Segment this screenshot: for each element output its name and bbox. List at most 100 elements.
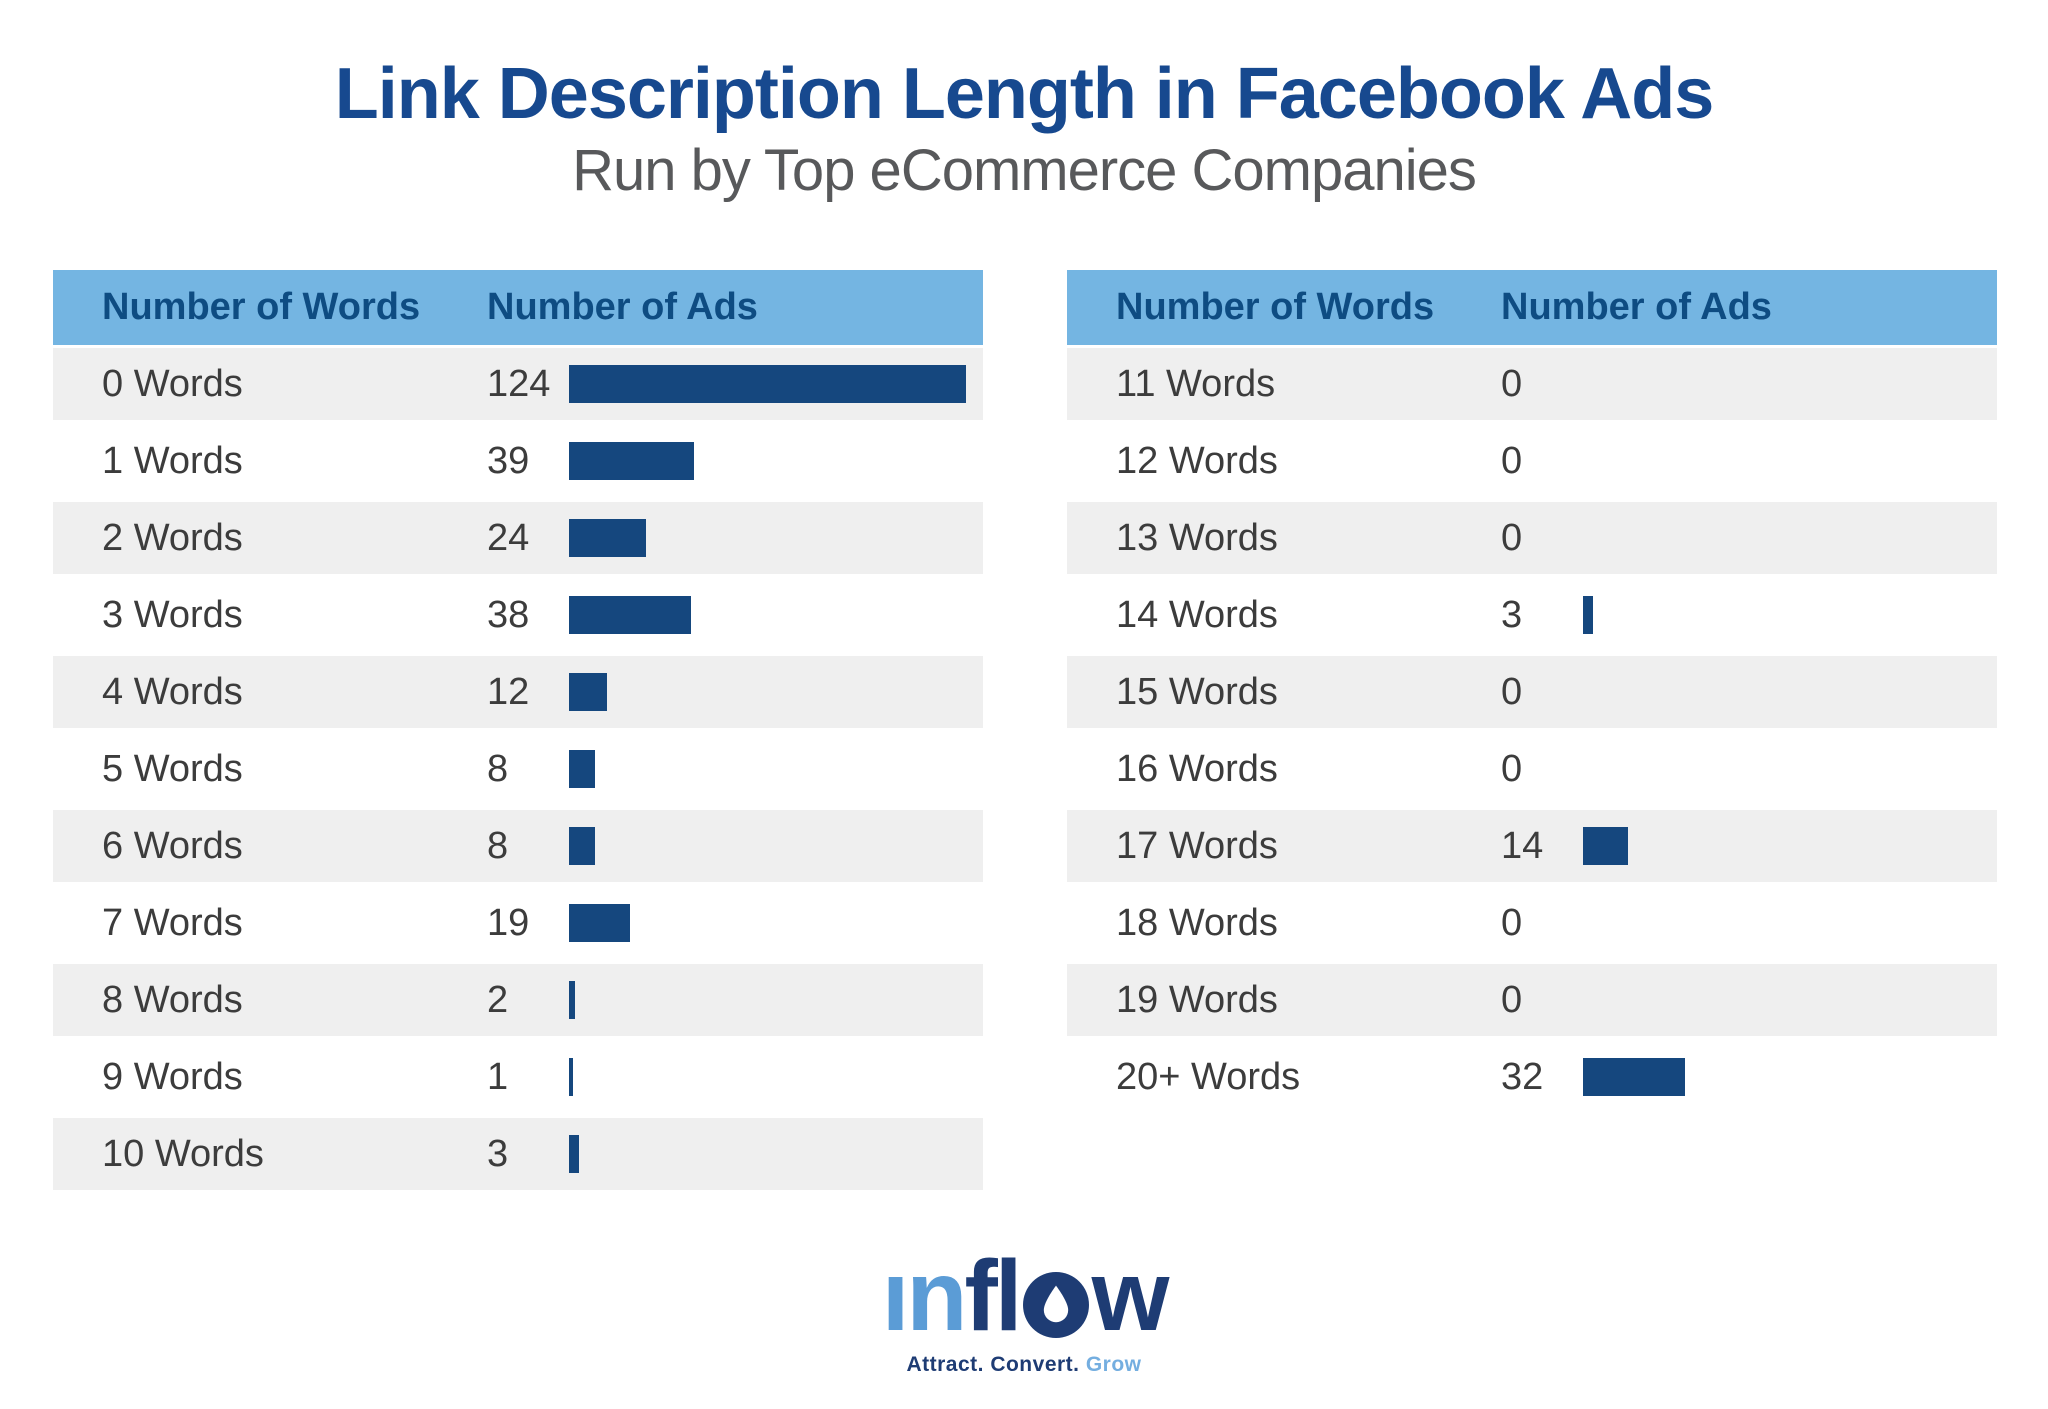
table-row: 2 Words 24 — [53, 502, 983, 574]
bar-cell — [569, 733, 983, 805]
logo-text-w: w — [1091, 1240, 1170, 1352]
ad-count-bar — [569, 1135, 579, 1173]
words-table-left: Number of Words Number of Ads 0 Words 124… — [53, 270, 983, 1195]
ad-count-value: 1 — [487, 1055, 509, 1098]
table-row: 10 Words 3 — [53, 1118, 983, 1190]
bar-cell — [1583, 502, 1997, 574]
column-header-ads: Number of Ads — [1501, 286, 1772, 328]
table-row: 20+ Words 32 — [1067, 1041, 1997, 1113]
table-header: Number of Words Number of Ads — [1067, 270, 1997, 345]
ad-count-bar — [569, 673, 607, 711]
ad-count-bar — [569, 904, 630, 942]
ad-count-bar — [1583, 596, 1593, 634]
bar-cell — [569, 502, 983, 574]
tagline-grow: Grow — [1085, 1353, 1142, 1376]
table-row: 19 Words 0 — [1067, 964, 1997, 1036]
bar-cell — [569, 348, 983, 420]
page-title: Link Description Length in Facebook Ads — [334, 54, 1714, 134]
ad-count-value: 3 — [487, 1132, 509, 1175]
ad-count-bar — [569, 596, 691, 634]
bar-cell — [1583, 1041, 1997, 1113]
table-row: 9 Words 1 — [53, 1041, 983, 1113]
bar-cell — [1583, 964, 1997, 1036]
ad-count-value: 12 — [487, 670, 530, 713]
table-row: 1 Words 39 — [53, 425, 983, 497]
word-count-label: 12 Words — [1116, 439, 1278, 482]
table-row: 0 Words 124 — [53, 348, 983, 420]
word-count-label: 17 Words — [1116, 824, 1278, 867]
logo-tagline: Attract. Convert. Grow — [0, 1354, 2048, 1375]
table-row: 15 Words 0 — [1067, 656, 1997, 728]
word-count-label: 18 Words — [1116, 901, 1278, 944]
ad-count-value: 0 — [1501, 516, 1523, 559]
ad-count-bar — [569, 750, 595, 788]
word-count-label: 0 Words — [102, 362, 243, 405]
word-count-label: 2 Words — [102, 516, 243, 559]
tagline-attract-convert: Attract. Convert. — [906, 1353, 1080, 1376]
logo-text-in: ın — [881, 1240, 968, 1352]
ad-count-value: 32 — [1501, 1055, 1544, 1098]
word-count-label: 9 Words — [102, 1055, 243, 1098]
bar-cell — [569, 810, 983, 882]
inflow-logo: ınfl w Attract. Convert. Grow — [0, 1246, 2048, 1375]
column-header-words: Number of Words — [102, 286, 421, 328]
ad-count-value: 19 — [487, 901, 530, 944]
ad-count-value: 3 — [1501, 593, 1523, 636]
word-count-label: 1 Words — [102, 439, 243, 482]
bar-cell — [569, 1118, 983, 1190]
ad-count-value: 0 — [1501, 978, 1523, 1021]
table-row: 14 Words 3 — [1067, 579, 1997, 651]
table-row: 6 Words 8 — [53, 810, 983, 882]
table-row: 11 Words 0 — [1067, 348, 1997, 420]
word-count-label: 4 Words — [102, 670, 243, 713]
table-rows: 11 Words 0 12 Words 0 13 Words 0 14 Words 3 15 W… — [1067, 348, 1997, 1113]
bar-cell — [569, 425, 983, 497]
ad-count-bar — [569, 519, 646, 557]
word-count-label: 11 Words — [1116, 362, 1276, 405]
bar-cell — [569, 579, 983, 651]
ad-count-value: 8 — [487, 747, 509, 790]
ad-count-bar — [569, 981, 575, 1019]
table-row: 4 Words 12 — [53, 656, 983, 728]
words-table-right: Number of Words Number of Ads 11 Words 0 1… — [1067, 270, 1997, 1195]
word-count-label: 10 Words — [102, 1132, 264, 1175]
ad-count-value: 0 — [1501, 901, 1523, 944]
tables-container: Number of Words Number of Ads 0 Words 124… — [53, 270, 1997, 1195]
table-row: 5 Words 8 — [53, 733, 983, 805]
table-row: 18 Words 0 — [1067, 887, 1997, 959]
ad-count-value: 0 — [1501, 439, 1523, 482]
ad-count-value: 0 — [1501, 362, 1523, 405]
word-count-label: 7 Words — [102, 901, 243, 944]
word-count-label: 16 Words — [1116, 747, 1278, 790]
ad-count-bar — [569, 827, 595, 865]
column-header-ads: Number of Ads — [487, 286, 758, 328]
table-row: 3 Words 38 — [53, 579, 983, 651]
table-row: 17 Words 14 — [1067, 810, 1997, 882]
logo-text-fl: fl — [964, 1240, 1022, 1352]
water-drop-icon — [1022, 1272, 1089, 1338]
table-row: 13 Words 0 — [1067, 502, 1997, 574]
bar-cell — [1583, 656, 1997, 728]
word-count-label: 3 Words — [102, 593, 243, 636]
bar-cell — [1583, 348, 1997, 420]
ad-count-value: 0 — [1501, 747, 1523, 790]
word-count-label: 15 Words — [1116, 670, 1278, 713]
word-count-label: 6 Words — [102, 824, 243, 867]
bar-cell — [569, 656, 983, 728]
ad-count-bar — [569, 365, 966, 403]
table-row: 8 Words 2 — [53, 964, 983, 1036]
ad-count-value: 124 — [487, 362, 551, 405]
ad-count-value: 14 — [1501, 824, 1544, 867]
page-subtitle: Run by Top eCommerce Companies — [572, 138, 1477, 203]
bar-cell — [1583, 887, 1997, 959]
word-count-label: 14 Words — [1116, 593, 1278, 636]
ad-count-bar — [1583, 827, 1628, 865]
word-count-label: 20+ Words — [1116, 1055, 1301, 1098]
ad-count-bar — [569, 1058, 573, 1096]
ad-count-bar — [569, 442, 694, 480]
ad-count-value: 39 — [487, 439, 530, 482]
bar-cell — [569, 1041, 983, 1113]
word-count-label: 8 Words — [102, 978, 243, 1021]
word-count-label: 5 Words — [102, 747, 243, 790]
